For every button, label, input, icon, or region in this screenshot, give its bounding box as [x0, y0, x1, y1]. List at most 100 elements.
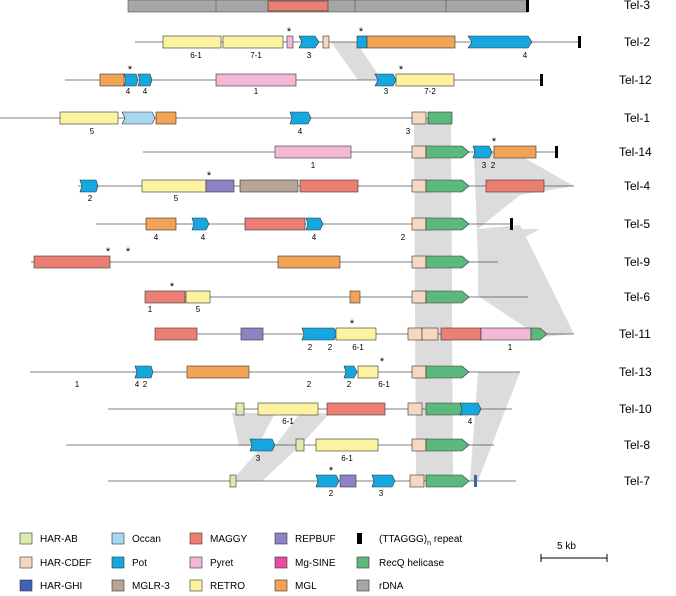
- element-label: 2: [307, 380, 312, 389]
- element-label: 7-2: [424, 87, 436, 96]
- element-label: 2: [308, 343, 313, 352]
- asterisk: *: [492, 136, 497, 148]
- element-label: 3: [379, 489, 384, 498]
- legend-swatch: [189, 579, 203, 592]
- legend-swatch: [356, 579, 370, 592]
- asterisk: *: [287, 26, 292, 38]
- asterisk: *: [399, 64, 404, 76]
- row-label: Tel-14: [619, 145, 652, 159]
- legend-item-har-ghi: HAR-GHI: [19, 579, 82, 592]
- repeat-rest: repeat: [431, 534, 462, 545]
- element-label: 1: [254, 87, 259, 96]
- mgl-element: [366, 35, 456, 49]
- legend-label: MAGGY: [210, 534, 248, 545]
- ttaggg-repeat: [526, 0, 529, 12]
- element-label: 4: [298, 127, 303, 136]
- element-label: 2: [328, 343, 333, 352]
- legend-label: RecQ helicase: [379, 558, 444, 569]
- maggy-element: [154, 327, 198, 341]
- element-label: 2: [491, 161, 496, 170]
- asterisk: *: [359, 26, 364, 38]
- row-label: Tel-7: [624, 474, 650, 488]
- pot-element: [289, 111, 312, 125]
- element-label: 1: [311, 161, 316, 170]
- element-label: 1: [75, 380, 80, 389]
- legend-swatch: [19, 579, 33, 592]
- synteny-band: [470, 372, 520, 481]
- legend-swatch: [111, 579, 125, 592]
- legend-item-retro: RETRO: [189, 579, 245, 592]
- element-label: 4: [143, 87, 148, 96]
- pyret-element: [215, 73, 297, 87]
- legend-swatch: [274, 579, 288, 592]
- scale-bar: 5 kb: [540, 541, 608, 562]
- mgl-element: [99, 73, 125, 87]
- recq-element: [425, 290, 470, 304]
- asterisk: *: [128, 64, 133, 76]
- element-label: 2: [347, 380, 352, 389]
- element-label: 2: [329, 489, 334, 498]
- mgl-element: [186, 365, 250, 379]
- legend-item-ttaggg: (TTAGGG)n repeat: [357, 533, 462, 547]
- legend-item-repbuf: REPBUF: [274, 532, 336, 545]
- tel-7-row: 2 3 *: [108, 465, 516, 498]
- legend-item-mg-sine: Mg-SINE: [274, 556, 336, 569]
- legend-label: HAR-AB: [40, 534, 78, 545]
- legend-label: Pyret: [210, 558, 234, 569]
- legend-item-pot: Pot: [111, 556, 147, 569]
- element-label: 6-1: [378, 380, 390, 389]
- pot-element: [459, 402, 482, 416]
- legend-label: (TTAGGG)n repeat: [379, 534, 462, 547]
- element-label: 4: [135, 380, 140, 389]
- tel-13-row: 1 4 2 2 2 6-1 *: [30, 356, 520, 389]
- element-label: 4: [312, 233, 317, 242]
- synteny-band: [232, 446, 300, 481]
- pot-element: [298, 35, 320, 49]
- retro-element: [257, 402, 319, 416]
- synteny-band: [275, 413, 330, 446]
- asterisk: *: [207, 170, 212, 182]
- asterisk: *: [106, 246, 111, 258]
- element-label: 7-1: [250, 51, 262, 60]
- row-label: Tel-10: [619, 402, 652, 416]
- tel-3-row: [127, 0, 529, 13]
- recq-element: [425, 255, 470, 269]
- asterisk: *: [350, 318, 355, 330]
- element-label: 3: [307, 51, 312, 60]
- legend-item-mglr3: MGLR-3: [111, 579, 170, 592]
- legend-label: HAR-GHI: [40, 581, 82, 592]
- tel-6-row: 1 5 *: [144, 281, 528, 314]
- element-label: 3: [482, 161, 487, 170]
- recq-element: [427, 111, 453, 125]
- element-label: 4: [523, 51, 528, 60]
- legend-label: rDNA: [379, 581, 404, 592]
- element-label: 2: [143, 380, 148, 389]
- element-label: 3: [406, 127, 411, 136]
- retro-element: [335, 327, 377, 341]
- element-label: 6-1: [190, 51, 202, 60]
- element-label: 5: [90, 127, 95, 136]
- row-label: Tel-8: [624, 438, 650, 452]
- legend-label: Pot: [132, 558, 147, 569]
- pot-element: [315, 474, 340, 488]
- legend-swatch: [274, 556, 288, 569]
- element-label: 4: [154, 233, 159, 242]
- element-label: 6-1: [352, 343, 364, 352]
- legend-label: HAR-CDEF: [40, 558, 92, 569]
- maggy-element: [144, 290, 186, 304]
- legend-item-pyret: Pyret: [189, 556, 234, 569]
- maggy-element: [485, 179, 545, 193]
- legend-item-occan: Occan: [111, 532, 161, 545]
- row-label: Tel-2: [624, 35, 650, 49]
- synteny-band: [478, 225, 574, 337]
- row-labels: Tel-3 Tel-2 Tel-12 Tel-1 Tel-14 Tel-4 Te…: [619, 0, 652, 488]
- legend-swatch: [189, 556, 203, 569]
- maggy-element: [267, 0, 329, 12]
- element-label: 2: [401, 233, 406, 242]
- recq-element: [425, 365, 470, 379]
- row-label: Tel-1: [624, 111, 650, 125]
- tel-10-row: 6-1 4: [108, 402, 512, 426]
- recq-element: [425, 217, 470, 231]
- mglr3-element: [239, 179, 299, 193]
